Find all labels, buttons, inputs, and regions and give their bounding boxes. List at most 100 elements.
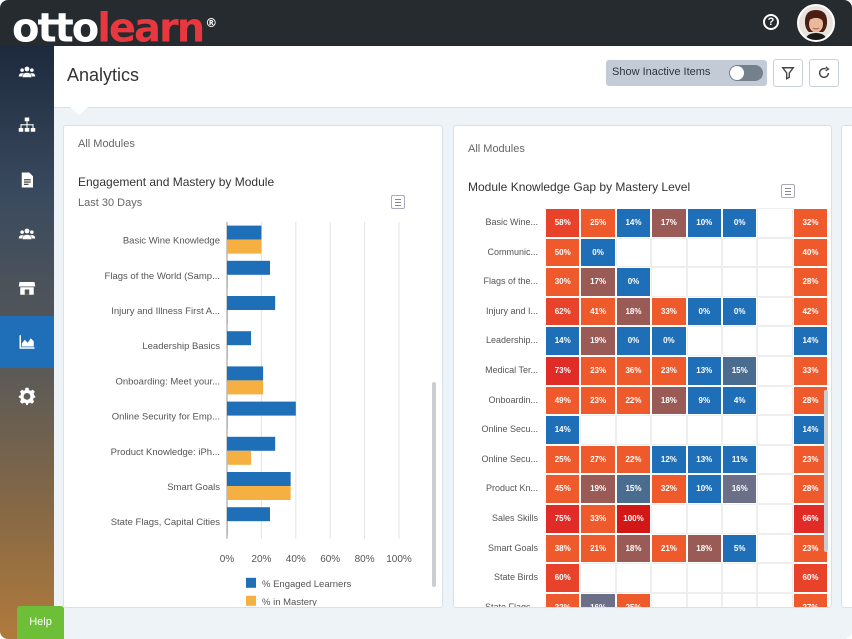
heatmap-cell[interactable]: 40% bbox=[792, 237, 829, 268]
heatmap-cell[interactable] bbox=[722, 504, 758, 534]
heatmap-cell[interactable]: 28% bbox=[792, 385, 829, 416]
heatmap-cell[interactable]: 14% bbox=[792, 326, 829, 356]
heatmap-cell[interactable] bbox=[580, 415, 616, 445]
heatmap-cell[interactable]: 22% bbox=[615, 444, 652, 475]
heatmap-cell[interactable] bbox=[722, 415, 758, 445]
heatmap-cell[interactable] bbox=[757, 474, 793, 504]
heatmap-cell[interactable]: 0% bbox=[722, 208, 758, 238]
heatmap-cell[interactable]: 38% bbox=[545, 533, 581, 564]
heatmap-cell[interactable] bbox=[757, 296, 793, 327]
heatmap-cell[interactable]: 4% bbox=[722, 385, 758, 416]
nav-settings[interactable] bbox=[0, 370, 54, 422]
chart-menu-icon[interactable] bbox=[391, 195, 405, 209]
heatmap-cell[interactable]: 5% bbox=[722, 533, 758, 564]
ottolearn-logo[interactable]: ottolearn ® bbox=[12, 1, 217, 50]
heatmap-cell[interactable] bbox=[686, 326, 722, 356]
heatmap-cell[interactable]: 16% bbox=[722, 474, 758, 504]
heatmap-cell[interactable]: 32% bbox=[792, 208, 829, 238]
heatmap-cell[interactable]: 11% bbox=[722, 444, 758, 475]
heatmap-cell[interactable]: 21% bbox=[580, 533, 616, 564]
heatmap-cell[interactable]: 15% bbox=[722, 356, 758, 386]
heatmap-cell[interactable]: 25% bbox=[615, 592, 652, 607]
heatmap-cell[interactable]: 28% bbox=[792, 474, 829, 504]
heatmap-cell[interactable] bbox=[651, 592, 687, 607]
heatmap-cell[interactable]: 19% bbox=[580, 474, 616, 504]
heatmap-cell[interactable]: 18% bbox=[686, 533, 722, 564]
heatmap-cell[interactable] bbox=[757, 563, 793, 593]
heatmap-cell[interactable] bbox=[651, 504, 687, 534]
heatmap-cell[interactable]: 14% bbox=[545, 326, 581, 356]
heatmap-cell[interactable] bbox=[722, 592, 758, 607]
heatmap-cell[interactable]: 12% bbox=[651, 444, 687, 475]
help-icon[interactable]: ? bbox=[763, 14, 779, 30]
heatmap-cell[interactable]: 66% bbox=[792, 504, 829, 534]
heatmap-cell[interactable]: 0% bbox=[615, 267, 652, 297]
heatmap-cell[interactable] bbox=[757, 533, 793, 564]
heatmap-cell[interactable]: 58% bbox=[545, 208, 581, 238]
heatmap-cell[interactable] bbox=[686, 237, 722, 268]
heatmap-cell[interactable]: 18% bbox=[651, 385, 687, 416]
heatmap-cell[interactable]: 33% bbox=[792, 356, 829, 386]
heatmap-cell[interactable] bbox=[686, 592, 722, 607]
heatmap-cell[interactable] bbox=[757, 592, 793, 607]
heatmap-cell[interactable] bbox=[722, 326, 758, 356]
heatmap-cell[interactable] bbox=[686, 415, 722, 445]
heatmap-cell[interactable]: 23% bbox=[580, 356, 616, 386]
heatmap-cell[interactable]: 22% bbox=[615, 385, 652, 416]
heatmap-cell[interactable]: 23% bbox=[792, 444, 829, 475]
heatmap-cell[interactable]: 30% bbox=[545, 267, 581, 297]
heatmap-cell[interactable]: 27% bbox=[792, 592, 829, 607]
heatmap-cell[interactable] bbox=[722, 267, 758, 297]
heatmap-cell[interactable]: 18% bbox=[615, 296, 652, 327]
heatmap-cell[interactable]: 23% bbox=[651, 356, 687, 386]
heatmap-cell[interactable]: 73% bbox=[545, 356, 581, 386]
heatmap-cell[interactable] bbox=[615, 415, 652, 445]
refresh-button[interactable] bbox=[809, 59, 839, 87]
heatmap-cell[interactable]: 60% bbox=[792, 563, 829, 593]
heatmap-cell[interactable]: 42% bbox=[792, 296, 829, 327]
heatmap-cell[interactable] bbox=[651, 267, 687, 297]
heatmap-cell[interactable] bbox=[686, 563, 722, 593]
heatmap-cell[interactable] bbox=[615, 237, 652, 268]
heatmap-cell[interactable]: 17% bbox=[580, 267, 616, 297]
heatmap-cell[interactable]: 0% bbox=[580, 237, 616, 268]
heatmap-cell[interactable]: 15% bbox=[615, 474, 652, 504]
heatmap-cell[interactable]: 27% bbox=[580, 444, 616, 475]
heatmap-cell[interactable]: 25% bbox=[545, 444, 581, 475]
heatmap-cell[interactable]: 33% bbox=[651, 296, 687, 327]
heatmap-cell[interactable] bbox=[651, 237, 687, 268]
heatmap-cell[interactable]: 50% bbox=[545, 237, 581, 268]
heatmap-cell[interactable] bbox=[615, 563, 652, 593]
heatmap-cell[interactable]: 21% bbox=[651, 533, 687, 564]
heatmap-cell[interactable]: 9% bbox=[686, 385, 722, 416]
heatmap-cell[interactable] bbox=[757, 237, 793, 268]
heatmap-cell[interactable]: 23% bbox=[580, 385, 616, 416]
heatmap-cell[interactable]: 32% bbox=[651, 474, 687, 504]
show-inactive-toggle[interactable] bbox=[729, 65, 763, 81]
heatmap-cell[interactable]: 14% bbox=[792, 415, 829, 445]
heatmap-cell[interactable]: 0% bbox=[615, 326, 652, 356]
heatmap-cell[interactable] bbox=[580, 563, 616, 593]
heatmap-cell[interactable]: 62% bbox=[545, 296, 581, 327]
heatmap-cell[interactable]: 16% bbox=[580, 592, 616, 607]
heatmap-cell[interactable]: 45% bbox=[545, 474, 581, 504]
heatmap-cell[interactable]: 49% bbox=[545, 385, 581, 416]
heatmap-cell[interactable]: 19% bbox=[580, 326, 616, 356]
heatmap-cell[interactable] bbox=[651, 563, 687, 593]
heatmap-cell[interactable]: 32% bbox=[545, 592, 581, 607]
heatmap-cell[interactable]: 41% bbox=[580, 296, 616, 327]
heatmap-cell[interactable]: 17% bbox=[651, 208, 687, 238]
heatmap-cell[interactable]: 10% bbox=[686, 474, 722, 504]
heatmap-cell[interactable]: 0% bbox=[651, 326, 687, 356]
heatmap-cell[interactable]: 36% bbox=[615, 356, 652, 386]
heatmap-cell[interactable] bbox=[722, 237, 758, 268]
heatmap-cell[interactable]: 14% bbox=[545, 415, 581, 445]
heatmap-cell[interactable]: 100% bbox=[615, 504, 652, 534]
nav-store[interactable] bbox=[0, 262, 54, 314]
left-card-scrollbar[interactable] bbox=[432, 382, 436, 587]
heatmap-cell[interactable]: 13% bbox=[686, 356, 722, 386]
heatmap-cell[interactable] bbox=[757, 208, 793, 238]
heatmap-cell[interactable]: 33% bbox=[580, 504, 616, 534]
filter-button[interactable] bbox=[773, 59, 803, 87]
heatmap-cell[interactable]: 13% bbox=[686, 444, 722, 475]
